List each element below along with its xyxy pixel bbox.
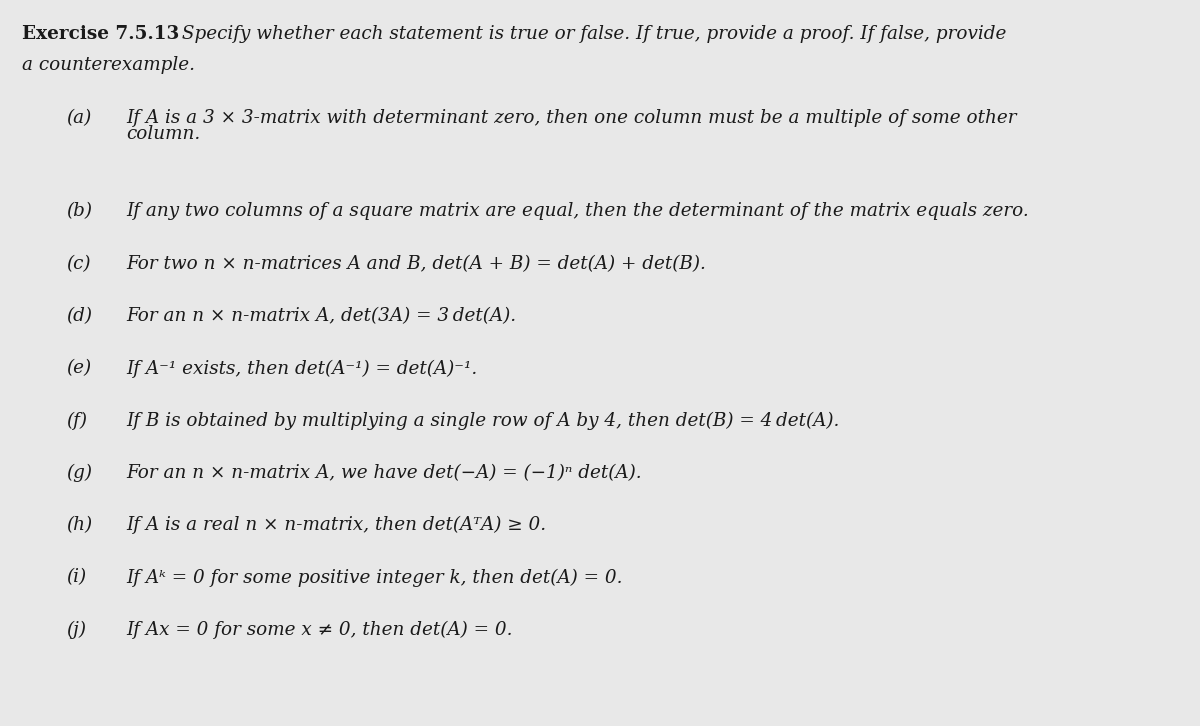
Text: If B is obtained by multiplying a single row of A by 4, then det(B) = 4 det(A).: If B is obtained by multiplying a single… bbox=[126, 412, 839, 430]
Text: If Aᵏ = 0 for some positive integer k, then det(A) = 0.: If Aᵏ = 0 for some positive integer k, t… bbox=[126, 568, 623, 587]
Text: Specify whether each statement is true or false. If true, provide a proof. If fa: Specify whether each statement is true o… bbox=[175, 25, 1006, 44]
Text: For an n × n-matrix A, det(3A) = 3 det(A).: For an n × n-matrix A, det(3A) = 3 det(A… bbox=[126, 307, 516, 325]
Text: (i): (i) bbox=[66, 568, 86, 587]
Text: (c): (c) bbox=[66, 255, 90, 273]
Text: For two n × n-matrices A and B, det(A + B) = det(A) + det(B).: For two n × n-matrices A and B, det(A + … bbox=[126, 255, 706, 273]
Text: (b): (b) bbox=[66, 203, 92, 221]
Text: (e): (e) bbox=[66, 359, 91, 378]
Text: If A is a real n × n-matrix, then det(AᵀA) ≥ 0.: If A is a real n × n-matrix, then det(Aᵀ… bbox=[126, 516, 546, 534]
Text: Exercise 7.5.13: Exercise 7.5.13 bbox=[22, 25, 179, 44]
Text: (g): (g) bbox=[66, 464, 92, 482]
Text: For an n × n-matrix A, we have det(−A) = (−1)ⁿ det(A).: For an n × n-matrix A, we have det(−A) =… bbox=[126, 464, 642, 482]
Text: If A is a 3 × 3-matrix with determinant zero, then one column must be a multiple: If A is a 3 × 3-matrix with determinant … bbox=[126, 109, 1016, 127]
Text: (h): (h) bbox=[66, 516, 92, 534]
Text: column.: column. bbox=[126, 125, 200, 143]
Text: (f): (f) bbox=[66, 412, 88, 430]
Text: (j): (j) bbox=[66, 621, 86, 639]
Text: If any two columns of a square matrix are equal, then the determinant of the mat: If any two columns of a square matrix ar… bbox=[126, 203, 1028, 221]
Text: a counterexample.: a counterexample. bbox=[22, 56, 194, 74]
Text: If Ax = 0 for some x ≠ 0, then det(A) = 0.: If Ax = 0 for some x ≠ 0, then det(A) = … bbox=[126, 621, 512, 639]
Text: (d): (d) bbox=[66, 307, 92, 325]
Text: (a): (a) bbox=[66, 109, 91, 127]
Text: If A⁻¹ exists, then det(A⁻¹) = det(A)⁻¹.: If A⁻¹ exists, then det(A⁻¹) = det(A)⁻¹. bbox=[126, 359, 478, 378]
